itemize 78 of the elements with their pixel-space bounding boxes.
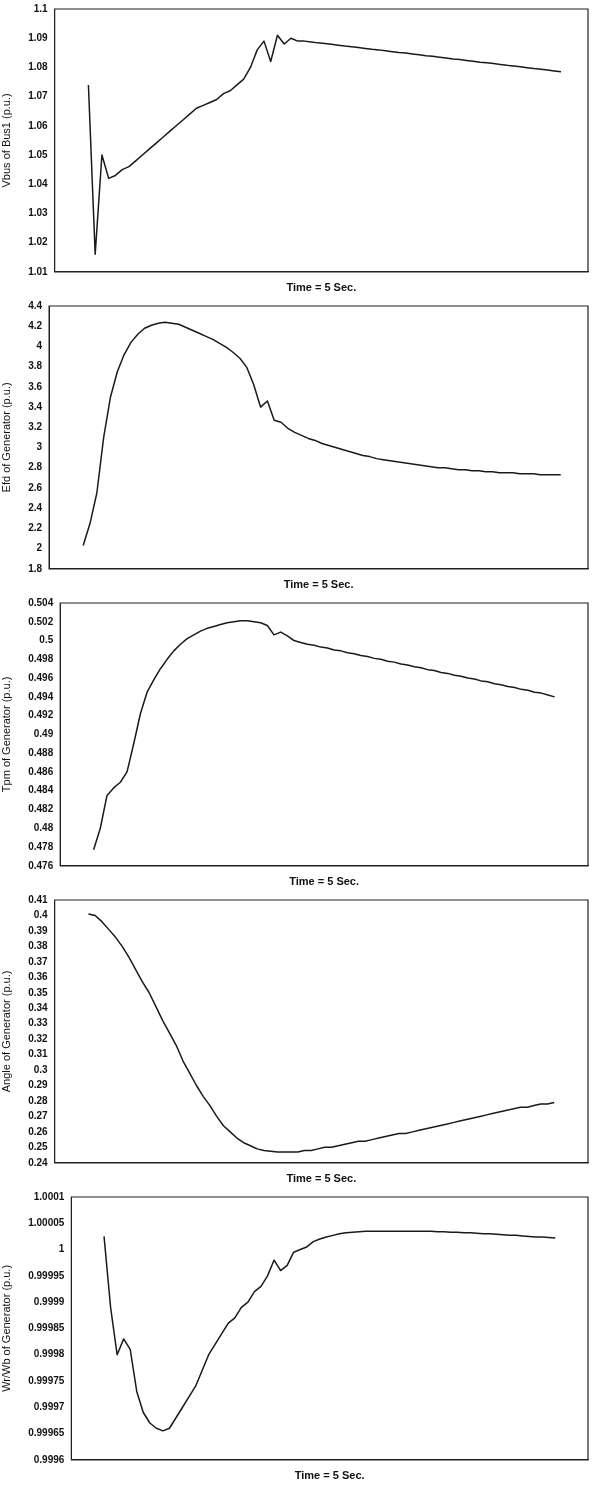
y-tick-label: 4.2 xyxy=(28,319,43,331)
y-tick-label: 2.8 xyxy=(28,461,43,473)
y-tick-label: 0.38 xyxy=(28,940,49,952)
y-tick-label: 0.35 xyxy=(28,986,49,998)
y-tick-label: 0.27 xyxy=(28,1110,49,1122)
y-tick-label: 0.29 xyxy=(28,1079,49,1091)
y-tick-label: 0.9997 xyxy=(33,1400,65,1412)
y-tick-label: 0.41 xyxy=(28,893,49,905)
y-tick-label: 1.01 xyxy=(28,265,49,277)
x-axis-title: Time = 5 Sec. xyxy=(286,1172,357,1185)
y-tick-label: 0.99975 xyxy=(28,1374,65,1386)
y-tick-label: 0.33 xyxy=(28,1017,49,1029)
y-tick-label: 1.06 xyxy=(28,119,49,131)
y-tick-label: 1.07 xyxy=(28,90,49,102)
y-tick-label: 0.4 xyxy=(33,909,49,921)
y-tick-label: 3.6 xyxy=(28,380,43,392)
y-tick-label: 0.99995 xyxy=(28,1269,65,1281)
x-axis-title: Time = 5 Sec. xyxy=(294,1469,365,1482)
y-tick-label: 0.49 xyxy=(33,728,54,740)
y-tick-label: 0.498 xyxy=(28,653,54,665)
y-tick-label: 0.99985 xyxy=(28,1322,65,1334)
y-tick-label: 0.9996 xyxy=(33,1453,65,1465)
y-tick-label: 0.502 xyxy=(28,615,54,627)
y-tick-label: 0.504 xyxy=(28,596,54,608)
y-tick-label: 1.03 xyxy=(28,207,49,219)
y-tick-label: 0.26 xyxy=(28,1125,49,1137)
y-tick-label: 2.2 xyxy=(28,522,43,534)
y-tick-label: 4.4 xyxy=(28,299,43,311)
y-tick-label: 1.05 xyxy=(28,148,49,160)
y-tick-label: 1.08 xyxy=(28,61,49,73)
y-tick-label: 0.478 xyxy=(28,840,54,852)
y-tick-label: 3.4 xyxy=(28,400,43,412)
y-tick-label: 0.5 xyxy=(39,634,54,646)
y-tick-label: 0.494 xyxy=(28,690,54,702)
y-tick-label: 4 xyxy=(36,340,43,352)
y-tick-label: 0.99965 xyxy=(28,1427,65,1439)
y-tick-label: 0.48 xyxy=(33,822,54,834)
y-tick-label: 0.28 xyxy=(28,1094,49,1106)
y-tick-label: 0.9998 xyxy=(33,1348,65,1360)
y-tick-label: 1 xyxy=(58,1243,65,1255)
y-tick-label: 3.8 xyxy=(28,360,43,372)
y-tick-label: 0.25 xyxy=(28,1141,49,1153)
x-axis-title: Time = 5 Sec. xyxy=(283,578,354,591)
y-tick-label: 0.488 xyxy=(28,746,54,758)
y-tick-label: 0.496 xyxy=(28,671,54,683)
y-tick-label: 0.9999 xyxy=(33,1295,65,1307)
y-tick-label: 1.8 xyxy=(28,562,43,574)
y-axis-title: Tpm of Generator (p.u.) xyxy=(0,676,12,793)
y-tick-label: 0.37 xyxy=(28,955,49,967)
x-axis-title: Time = 5 Sec. xyxy=(289,875,360,888)
y-tick-label: 0.492 xyxy=(28,709,54,721)
y-tick-label: 1.04 xyxy=(28,177,49,189)
y-tick-label: 0.484 xyxy=(28,784,54,796)
y-axis-title: Angle of Generator (p.u.) xyxy=(0,970,12,1093)
y-axis-title: Efd of Generator (p.u.) xyxy=(0,382,12,493)
y-tick-label: 1.02 xyxy=(28,236,49,248)
y-tick-label: 1.00005 xyxy=(28,1217,65,1229)
y-tick-label: 0.32 xyxy=(28,1032,49,1044)
y-tick-label: 0.36 xyxy=(28,971,49,983)
y-tick-label: 2 xyxy=(36,542,43,554)
y-tick-label: 3 xyxy=(36,441,43,453)
y-tick-label: 2.6 xyxy=(28,481,43,493)
y-tick-label: 0.24 xyxy=(28,1156,49,1168)
y-tick-label: 0.34 xyxy=(28,1001,49,1013)
y-tick-label: 0.3 xyxy=(33,1063,49,1075)
y-tick-label: 3.2 xyxy=(28,421,43,433)
y-tick-label: 0.476 xyxy=(28,859,54,871)
y-tick-label: 0.486 xyxy=(28,765,54,777)
x-axis-title: Time = 5 Sec. xyxy=(286,281,357,294)
y-axis-title: Vbus of Bus1 (p.u.) xyxy=(0,93,12,188)
y-tick-label: 2.4 xyxy=(28,501,43,513)
y-tick-label: 1.09 xyxy=(28,31,49,43)
y-axis-title: Wr/Wb of Generator (p.u.) xyxy=(0,1264,12,1392)
y-tick-label: 1.0001 xyxy=(33,1190,65,1202)
y-tick-label: 0.39 xyxy=(28,924,49,936)
y-tick-label: 0.31 xyxy=(28,1048,49,1060)
y-tick-label: 1.1 xyxy=(33,2,49,14)
y-tick-label: 0.482 xyxy=(28,803,54,815)
